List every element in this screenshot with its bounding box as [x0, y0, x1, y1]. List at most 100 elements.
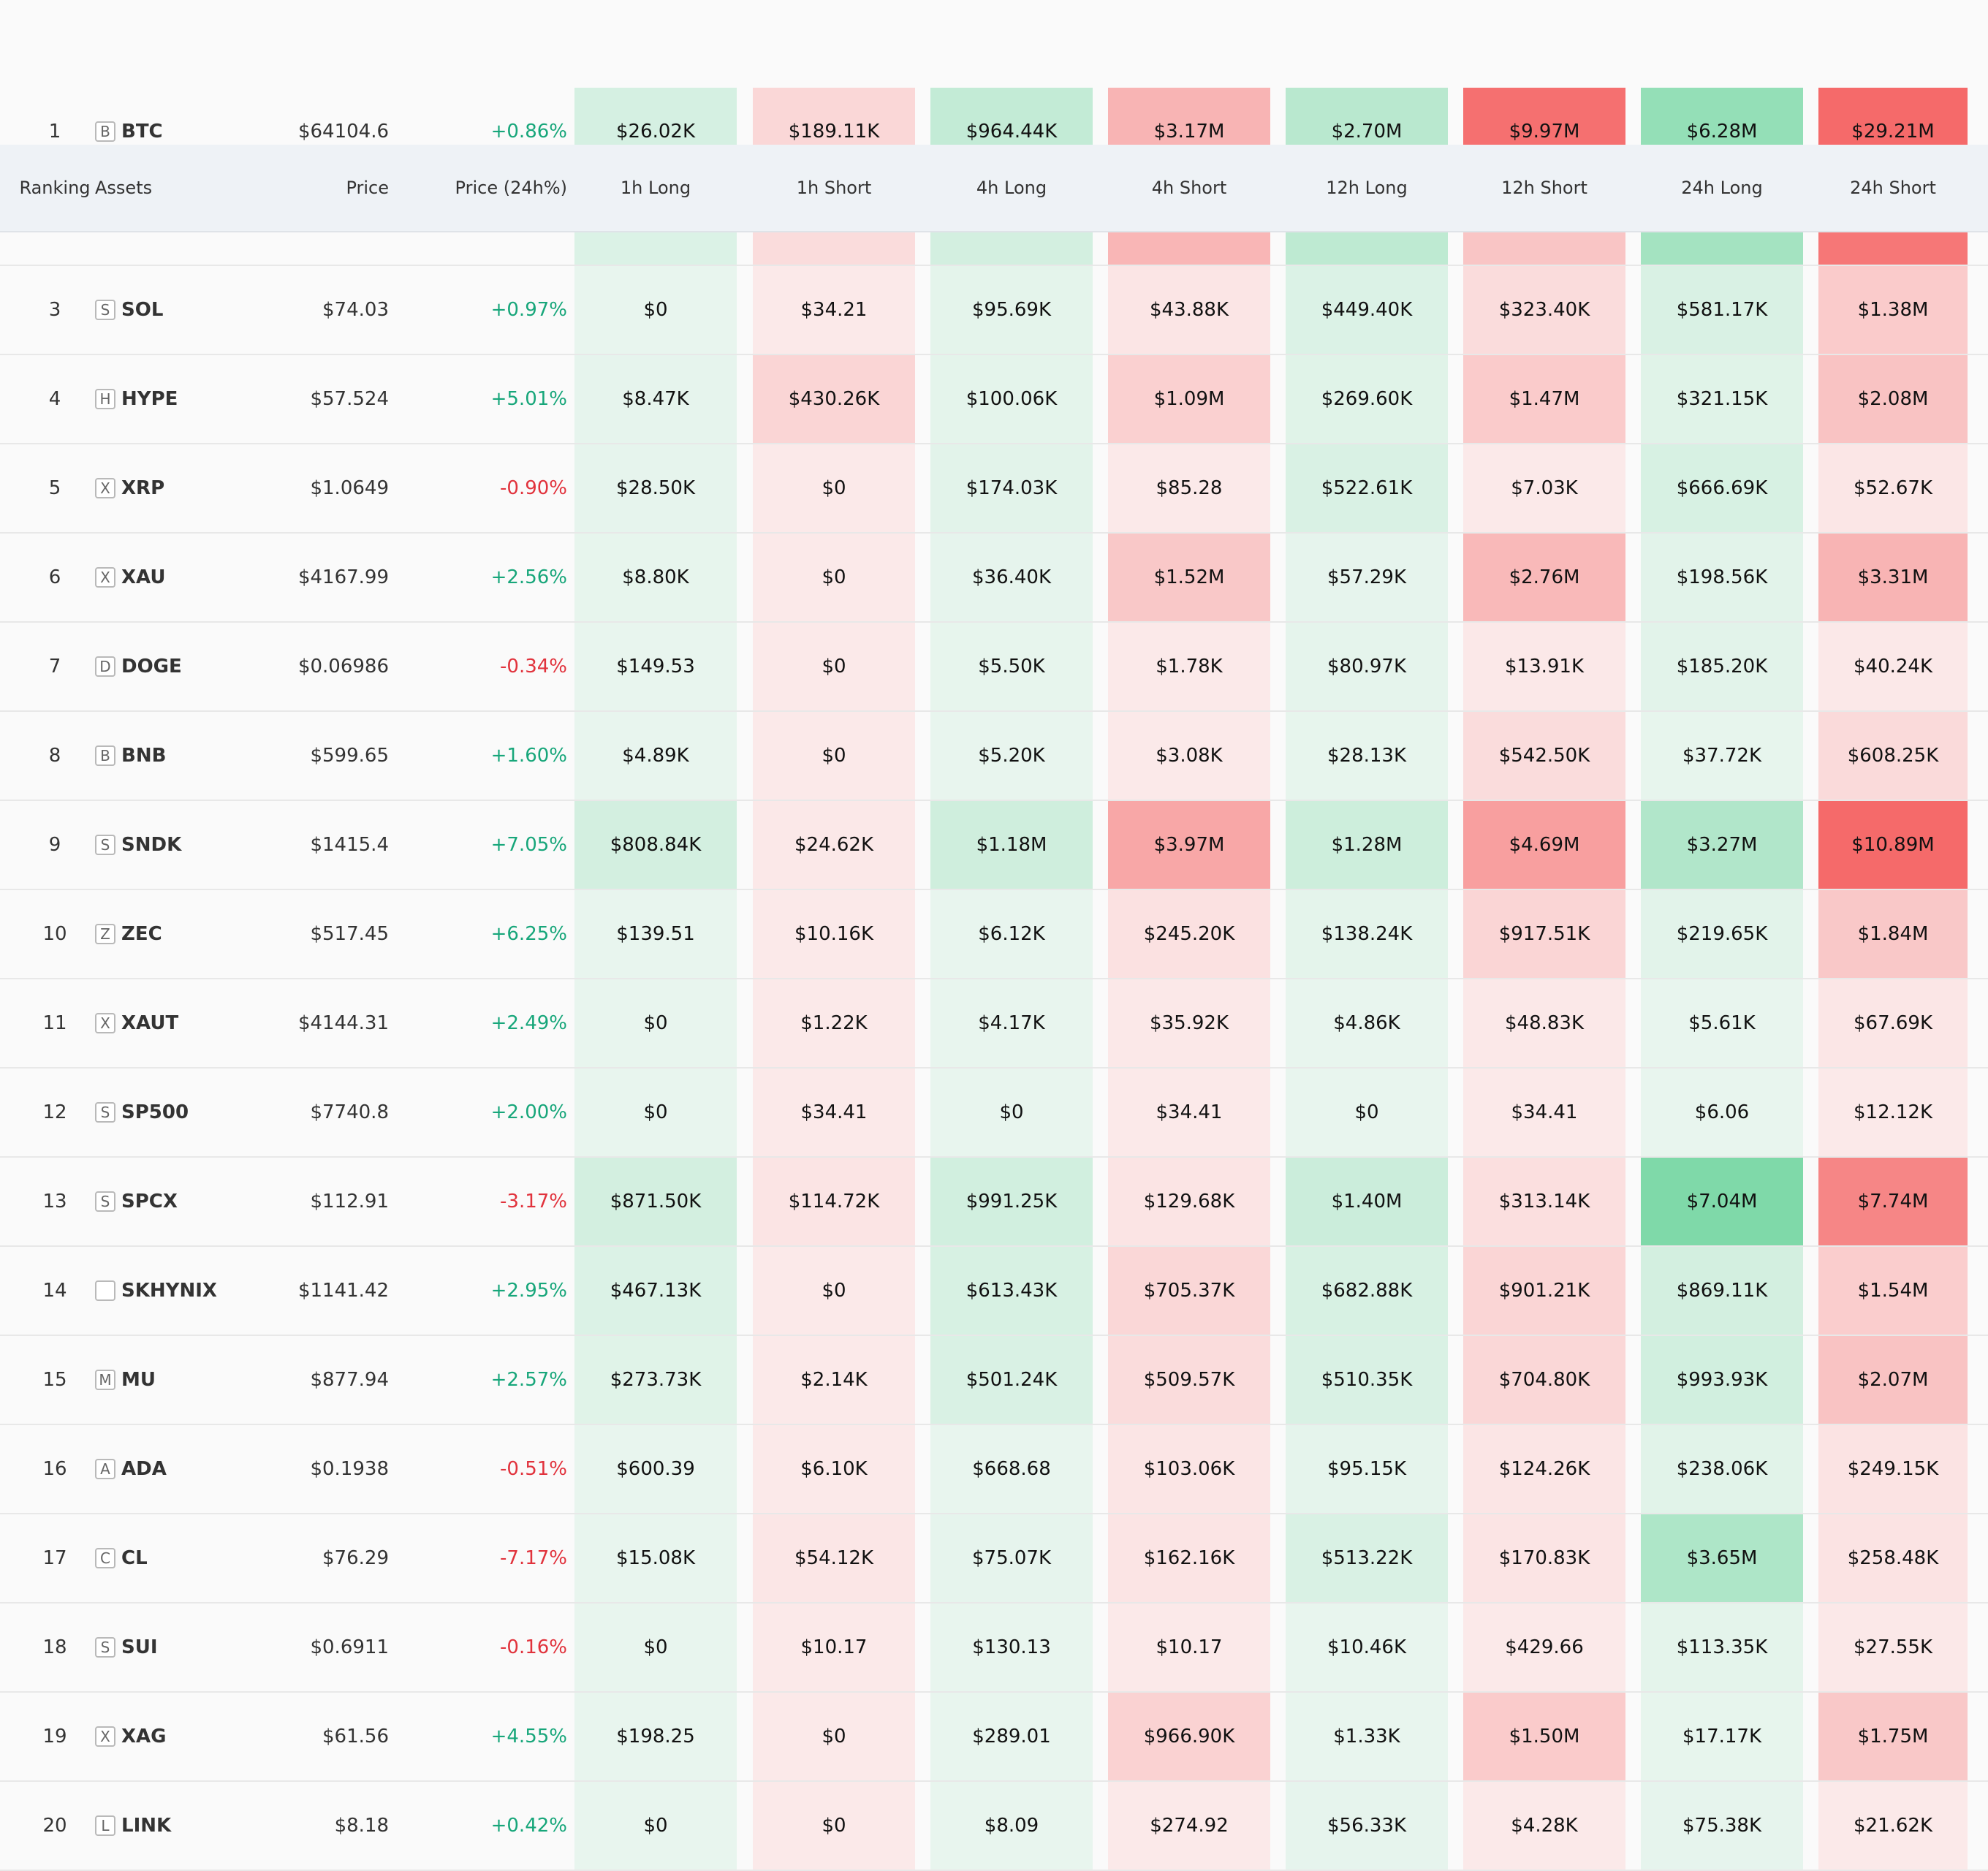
- asset-cell[interactable]: L LINK: [95, 1782, 270, 1870]
- asset-cell[interactable]: S SOL: [95, 266, 270, 354]
- liquidation-24h-long-cell: $17.17K: [1641, 1693, 1803, 1780]
- header-12h-short[interactable]: 12h Short: [1501, 178, 1587, 198]
- price-change-cell: -0.51%: [500, 1458, 567, 1480]
- liquidation-1h-long-cell: $0: [574, 1604, 737, 1691]
- rank-cell: 18: [42, 1636, 67, 1658]
- price-change-cell: +1.60%: [490, 745, 567, 767]
- liquidation-1h-short-cell: $0: [753, 623, 915, 710]
- liquidation-4h-long-cell: $5.20K: [930, 712, 1093, 800]
- asset-symbol: BNB: [121, 745, 167, 767]
- liquidation-1h-long-cell: $15.08K: [574, 1514, 737, 1602]
- table-row[interactable]: 7 D DOGE $0.06986 -0.34% $149.53 $0 $5.50K $1.78…: [0, 623, 1988, 712]
- asset-symbol: MU: [121, 1369, 156, 1391]
- table-row[interactable]: 8 B BNB $599.65 +1.60% $4.89K $0 $5.20K $3.08K $2…: [0, 712, 1988, 801]
- table-row[interactable]: 19 X XAG $61.56 +4.55% $198.25 $0 $289.01 $966.9…: [0, 1693, 1988, 1782]
- asset-cell[interactable]: S SPCX: [95, 1158, 270, 1245]
- rank-cell: 15: [42, 1369, 67, 1391]
- liquidation-1h-long-cell: $149.53: [574, 623, 737, 710]
- table-row[interactable]: 12 S SP500 $7740.8 +2.00% $0 $34.41 $0 $34.41 $0 $…: [0, 1069, 1988, 1158]
- liquidation-4h-short-cell: $3.08K: [1108, 712, 1270, 800]
- header-ranking[interactable]: Ranking: [19, 178, 91, 198]
- asset-cell[interactable]: SKHYNIX: [95, 1247, 270, 1335]
- header-24h-short[interactable]: 24h Short: [1850, 178, 1936, 198]
- header-assets[interactable]: Assets: [95, 178, 153, 198]
- table-row[interactable]: 11 X XAUT $4144.31 +2.49% $0 $1.22K $4.17K $35.9…: [0, 979, 1988, 1069]
- liquidation-4h-short-cell: $1.52M: [1108, 534, 1270, 621]
- table-row[interactable]: 18 S SUI $0.6911 -0.16% $0 $10.17 $130.13 $10.17…: [0, 1604, 1988, 1693]
- liquidation-12h-short-cell: $429.66: [1463, 1604, 1625, 1691]
- asset-cell[interactable]: X XAUT: [95, 979, 270, 1067]
- liquidation-1h-long-cell: $273.73K: [574, 1336, 737, 1424]
- liquidation-1h-short-cell: $430.26K: [753, 355, 915, 443]
- liquidation-4h-long-cell: $8.09: [930, 1782, 1093, 1870]
- asset-cell[interactable]: B BNB: [95, 712, 270, 800]
- table-row[interactable]: 17 C CL $76.29 -7.17% $15.08K $54.12K $75.07K $1…: [0, 1514, 1988, 1604]
- asset-cell[interactable]: X XAU: [95, 534, 270, 621]
- price-cell: $7740.8: [310, 1101, 389, 1123]
- table-row[interactable]: 13 S SPCX $112.91 -3.17% $871.50K $114.72K $991…: [0, 1158, 1988, 1247]
- price-cell: $57.524: [310, 388, 389, 410]
- asset-cell[interactable]: X XAG: [95, 1693, 270, 1780]
- liquidation-4h-long-cell: $95.69K: [930, 266, 1093, 354]
- liquidation-1h-short-cell: $34.41: [753, 1069, 915, 1156]
- header-24h-long[interactable]: 24h Long: [1681, 178, 1763, 198]
- asset-cell[interactable]: S SNDK: [95, 801, 270, 889]
- header-4h-short[interactable]: 4h Short: [1151, 178, 1227, 198]
- liquidation-12h-long-cell: $80.97K: [1286, 623, 1448, 710]
- liquidation-1h-short-cell: $10.17: [753, 1604, 915, 1691]
- header-1h-long[interactable]: 1h Long: [620, 178, 691, 198]
- liquidation-1h-short-cell: $54.12K: [753, 1514, 915, 1602]
- asset-logo-icon: S: [95, 1637, 115, 1658]
- liquidation-1h-short-cell: $0: [753, 1247, 915, 1335]
- price-change-cell: +2.95%: [490, 1280, 567, 1302]
- asset-cell[interactable]: D DOGE: [95, 623, 270, 710]
- liquidation-1h-long-cell: $8.47K: [574, 355, 737, 443]
- header-price-change[interactable]: Price (24h%): [455, 178, 567, 198]
- liquidation-12h-short-cell: $1.47M: [1463, 355, 1625, 443]
- asset-cell[interactable]: X XRP: [95, 444, 270, 532]
- table-row[interactable]: 5 X XRP $1.0649 -0.90% $28.50K $0 $174.03K $85.2…: [0, 444, 1988, 534]
- asset-cell[interactable]: S SP500: [95, 1069, 270, 1156]
- asset-cell[interactable]: C CL: [95, 1514, 270, 1602]
- liquidation-24h-short-cell: $52.67K: [1818, 444, 1968, 532]
- header-1h-short[interactable]: 1h Short: [796, 178, 872, 198]
- table-row[interactable]: 20 L LINK $8.18 +0.42% $0 $0 $8.09 $274.92 $56.33…: [0, 1782, 1988, 1871]
- table-row[interactable]: 3 S SOL $74.03 +0.97% $0 $34.21 $95.69K $43.88K $…: [0, 266, 1988, 355]
- asset-cell[interactable]: A ADA: [95, 1425, 270, 1513]
- asset-cell[interactable]: S SUI: [95, 1604, 270, 1691]
- price-change-cell: -0.16%: [500, 1636, 567, 1658]
- table-row[interactable]: 4 H HYPE $57.524 +5.01% $8.47K $430.26K $100.06…: [0, 355, 1988, 444]
- table-row[interactable]: 15 M MU $877.94 +2.57% $273.73K $2.14K $501.24K…: [0, 1336, 1988, 1425]
- table-row[interactable]: 16 A ADA $0.1938 -0.51% $600.39 $6.10K $668.68 $…: [0, 1425, 1988, 1514]
- liquidation-4h-short-cell: $162.16K: [1108, 1514, 1270, 1602]
- liquidation-12h-short-cell: $48.83K: [1463, 979, 1625, 1067]
- table-row[interactable]: 9 S SNDK $1415.4 +7.05% $808.84K $24.62K $1.18M…: [0, 801, 1988, 890]
- liquidation-24h-long-cell: $3.65M: [1641, 1514, 1803, 1602]
- asset-logo-icon: X: [95, 1726, 115, 1747]
- price-change-cell: +2.00%: [490, 1101, 567, 1123]
- table-row[interactable]: 6 X XAU $4167.99 +2.56% $8.80K $0 $36.40K $1.52M…: [0, 534, 1988, 623]
- rank-cell: 4: [48, 388, 61, 410]
- liquidation-12h-short-cell: $917.51K: [1463, 890, 1625, 978]
- liquidation-1h-short-cell: $24.62K: [753, 801, 915, 889]
- liquidation-24h-short-cell: $1.84M: [1818, 890, 1968, 978]
- asset-cell[interactable]: B BTC: [95, 88, 270, 175]
- liquidation-24h-long-cell: $238.06K: [1641, 1425, 1803, 1513]
- asset-cell[interactable]: H HYPE: [95, 355, 270, 443]
- table-row[interactable]: 14 SKHYNIX $1141.42 +2.95% $467.13K $0 $613.43…: [0, 1247, 1988, 1336]
- price-change-cell: +2.57%: [490, 1369, 567, 1391]
- rank-cell: 6: [48, 566, 61, 588]
- header-12h-long[interactable]: 12h Long: [1326, 178, 1408, 198]
- liquidation-4h-short-cell: $34.41: [1108, 1069, 1270, 1156]
- asset-cell[interactable]: M MU: [95, 1336, 270, 1424]
- header-price[interactable]: Price: [346, 178, 389, 198]
- liquidation-12h-long-cell: $0: [1286, 1069, 1448, 1156]
- liquidation-1h-long-cell: $871.50K: [574, 1158, 737, 1245]
- asset-logo-icon: C: [95, 1548, 115, 1568]
- asset-logo-icon: Z: [95, 924, 115, 944]
- table-row[interactable]: 10 Z ZEC $517.45 +6.25% $139.51 $10.16K $6.12K $…: [0, 890, 1988, 979]
- header-4h-long[interactable]: 4h Long: [976, 178, 1047, 198]
- asset-cell[interactable]: Z ZEC: [95, 890, 270, 978]
- liquidation-4h-short-cell: $103.06K: [1108, 1425, 1270, 1513]
- liquidation-4h-long-cell: $991.25K: [930, 1158, 1093, 1245]
